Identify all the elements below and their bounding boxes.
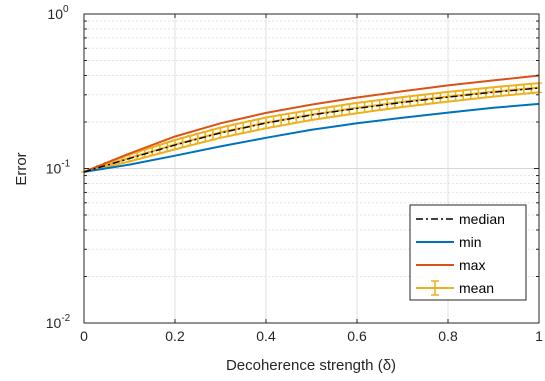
legend-label-max: max xyxy=(459,257,485,273)
legend-item-median: median xyxy=(416,211,505,227)
legend-item-max: max xyxy=(416,257,485,273)
legend-box xyxy=(409,204,527,301)
legend-item-min: min xyxy=(416,234,482,250)
legend-item-mean: mean xyxy=(416,280,494,296)
y-tick-label: 10-1 xyxy=(46,159,71,177)
series-layer xyxy=(81,74,542,173)
grid xyxy=(84,14,539,323)
legend-label-mean: mean xyxy=(459,280,494,296)
x-tick-label: 1 xyxy=(535,328,543,344)
y-tick-label: 100 xyxy=(47,4,69,22)
x-tick-label: 0.2 xyxy=(165,328,185,344)
legend-label-min: min xyxy=(459,234,482,250)
mean-lower-envelope xyxy=(83,91,540,173)
series-min-line xyxy=(83,102,540,173)
x-tick-label: 0.4 xyxy=(256,328,276,344)
x-tick-label: 0 xyxy=(80,328,88,344)
y-tick-label: 10-2 xyxy=(46,313,71,331)
mean-upper-envelope xyxy=(83,82,540,173)
x-tick-label: 0.6 xyxy=(347,328,367,344)
series-median-line xyxy=(83,87,540,173)
y-axis-label: Error xyxy=(13,152,30,185)
axis-ticks: 0 0.2 0.4 0.6 0.8 1 100 10-1 10-2 xyxy=(46,4,543,344)
legend: median min max mean xyxy=(409,204,527,301)
x-tick-label: 0.8 xyxy=(438,328,458,344)
series-max-line xyxy=(83,74,540,173)
x-axis-label: Decoherence strength (δ) xyxy=(226,357,396,374)
legend-label-median: median xyxy=(459,211,505,227)
